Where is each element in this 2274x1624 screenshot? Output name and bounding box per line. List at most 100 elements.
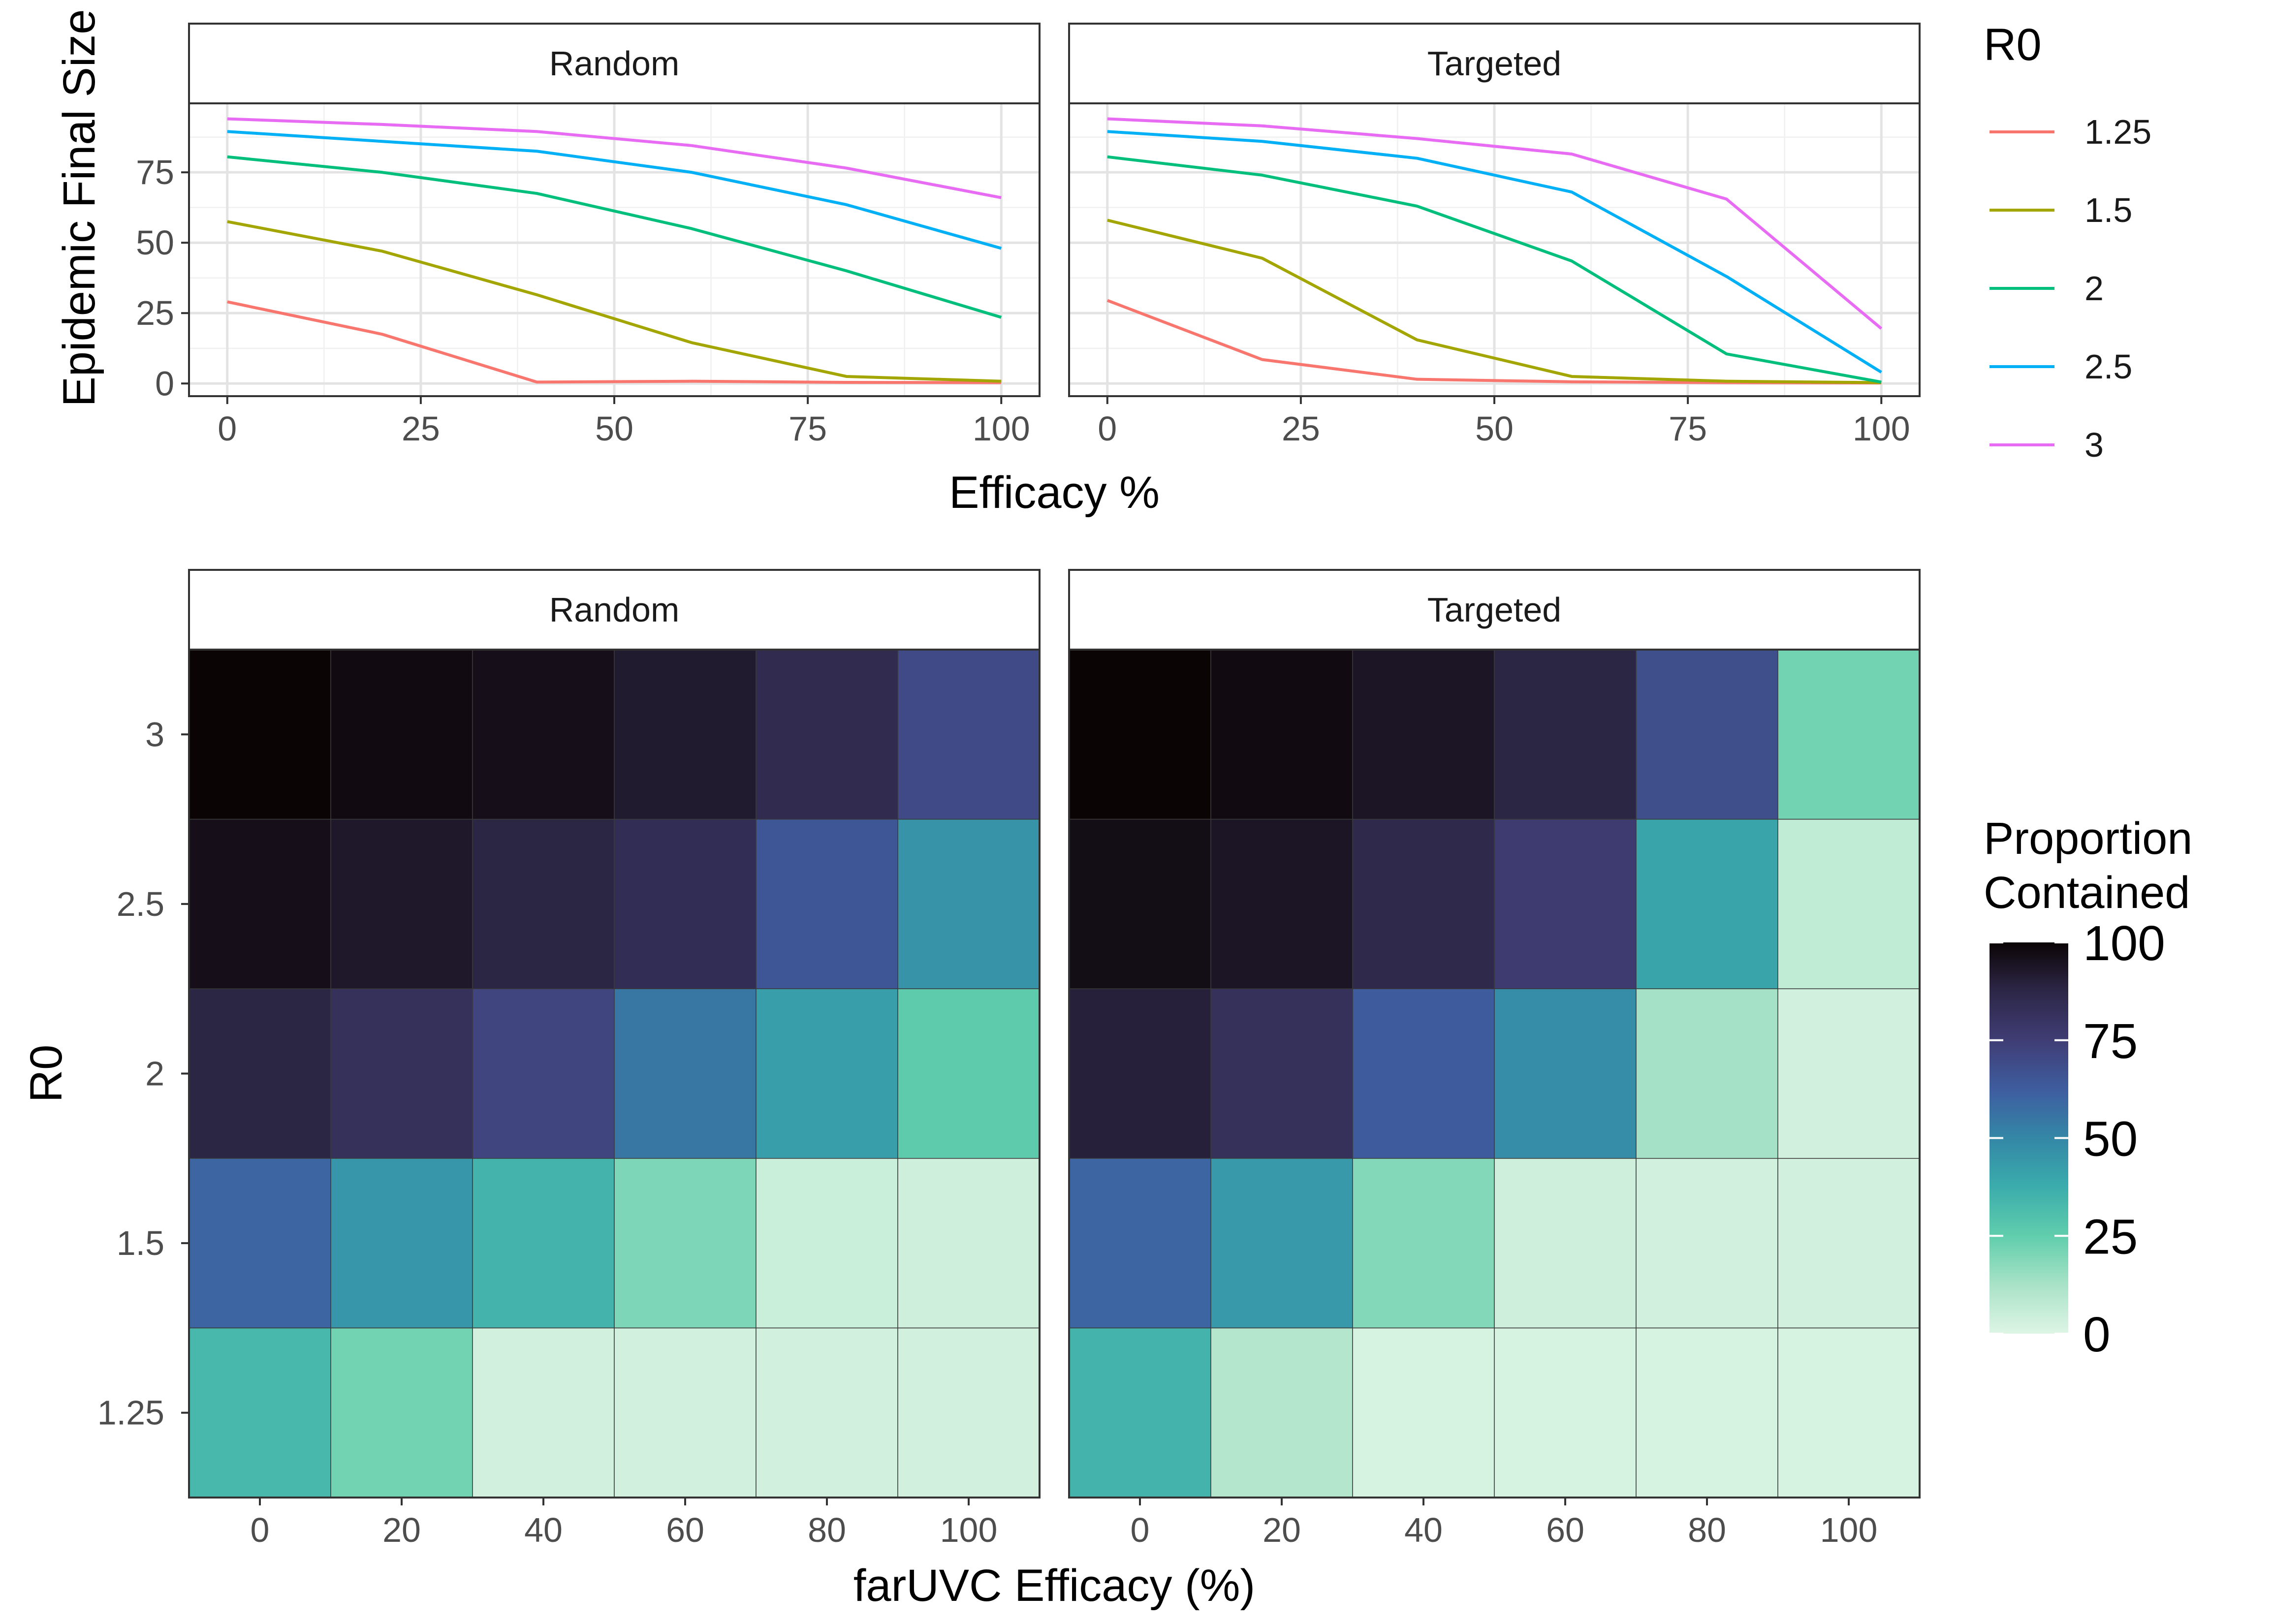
heatmap-cell <box>1636 1327 1778 1498</box>
series-line-r0-2 <box>1107 155 1882 384</box>
heatmap-cell <box>1777 649 1920 820</box>
y-tick-label: 50 <box>136 223 174 262</box>
x-tick-label: 50 <box>595 409 633 448</box>
heatmap-cell <box>614 1327 757 1498</box>
facet-strip <box>188 569 1041 651</box>
heatmap-cell <box>897 1327 1040 1498</box>
heatmap-cell <box>1069 649 1211 820</box>
colorbar-title-line2: Contained <box>1984 868 2190 918</box>
x-tick-label: 75 <box>1669 409 1707 448</box>
heatmap-cell <box>1352 1158 1495 1329</box>
y-axis-title: Epidemic Final Size <box>54 9 104 407</box>
series-line-r0-2.5 <box>1107 130 1882 374</box>
heatmap-cell <box>614 649 757 820</box>
heatmap-cell <box>330 818 473 989</box>
facet-strip <box>188 23 1041 104</box>
y-axis-title: R0 <box>21 1045 71 1103</box>
heatmap-cell <box>189 649 331 820</box>
x-tick-label: 50 <box>1475 409 1514 448</box>
heatmap-cell <box>1777 818 1920 989</box>
y-tick-label: 2 <box>145 1055 164 1093</box>
y-tick-label: 2.5 <box>117 885 164 923</box>
x-tick-label: 20 <box>382 1511 421 1549</box>
legend-label-2: 2 <box>2084 269 2104 308</box>
x-tick-label: 60 <box>666 1511 704 1549</box>
heatmap-cell <box>1210 1327 1353 1498</box>
x-tick-label: 100 <box>973 409 1030 448</box>
heatmap-cell <box>1210 988 1353 1159</box>
y-tick-label: 0 <box>155 364 174 403</box>
colorbar-title-line1: Proportion <box>1984 813 2192 864</box>
heatmap-cell <box>330 988 473 1159</box>
heatmap-cell <box>189 1158 331 1329</box>
heatmap-cell <box>472 988 615 1159</box>
heatmap-cell <box>1494 1327 1637 1498</box>
facet-strip <box>1068 569 1921 651</box>
heatmap-cell <box>1069 1158 1211 1329</box>
series-line-r0-1.25 <box>227 300 1002 384</box>
x-tick-label: 80 <box>808 1511 846 1549</box>
heatmap-cell <box>614 1158 757 1329</box>
line-chart: Random 0 25 50 75 100 0 25 50 75 Targeted 0 25 50 75 10… <box>54 9 1921 518</box>
heatmap-cell <box>897 1158 1040 1329</box>
x-tick-label: 25 <box>1282 409 1320 448</box>
facet-label-random: Random <box>549 591 680 629</box>
heatmap-cell <box>756 1158 898 1329</box>
x-tick-label: 0 <box>251 1511 270 1549</box>
facet-strip <box>1068 23 1921 104</box>
x-tick-label: 100 <box>1853 409 1910 448</box>
heatmap-cell <box>897 988 1040 1159</box>
heatmap-cell <box>1352 988 1495 1159</box>
heatmap-cell <box>472 1327 615 1498</box>
colorbar-tick-label: 75 <box>2083 1014 2138 1069</box>
facet-label-targeted: Targeted <box>1427 44 1561 83</box>
heatmap-cell <box>1636 649 1778 820</box>
y-tick-label: 1.5 <box>117 1224 164 1262</box>
series-line-r0-1.5 <box>227 220 1002 383</box>
heatmap-cell <box>1494 818 1637 989</box>
heatmap-cell <box>897 649 1040 820</box>
x-tick-label: 40 <box>524 1511 563 1549</box>
heatmap-cell <box>1777 1327 1920 1498</box>
x-tick-label: 40 <box>1404 1511 1443 1549</box>
series-line-r0-2 <box>227 155 1002 319</box>
heatmap-cell <box>1777 1158 1920 1329</box>
x-tick-label: 25 <box>402 409 440 448</box>
x-tick-label: 0 <box>218 409 237 448</box>
series-line-r0-2.5 <box>227 130 1002 250</box>
heatmap-cell <box>330 1158 473 1329</box>
heatmap-cell <box>1777 988 1920 1159</box>
facet-label-targeted: Targeted <box>1427 591 1561 629</box>
heatmap-cell <box>756 649 898 820</box>
heatmap-cell <box>1352 649 1495 820</box>
y-tick-label: 3 <box>145 715 164 753</box>
heatmap-cell <box>472 1158 615 1329</box>
colorbar-tick-label: 50 <box>2083 1112 2138 1167</box>
y-tick-label: 25 <box>136 294 174 332</box>
x-tick-label: 20 <box>1263 1511 1301 1549</box>
heatmap-cell <box>1352 1327 1495 1498</box>
heatmap-cell <box>1352 818 1495 989</box>
x-tick-label: 100 <box>940 1511 998 1549</box>
heatmap-cell <box>330 1327 473 1498</box>
x-tick-label: 100 <box>1820 1511 1878 1549</box>
series-line-r0-3 <box>1107 117 1883 330</box>
heatmap-cell <box>1069 818 1211 989</box>
heatmap-cell <box>1636 818 1778 989</box>
x-tick-label: 0 <box>1131 1511 1150 1549</box>
heatmap-cell <box>472 818 615 989</box>
heatmap-cell <box>1494 1158 1637 1329</box>
x-tick-label: 60 <box>1546 1511 1584 1549</box>
series-line-r0-1.5 <box>1107 219 1882 384</box>
y-tick-label: 75 <box>136 153 174 191</box>
x-axis-title: farUVC Efficacy (%) <box>853 1561 1255 1611</box>
heatmap-chart: Random 0 20 40 60 80 100 1.25 1.5 2 2.5 3 Targeted 0 2… <box>21 569 1921 1611</box>
heatmap-cell <box>189 988 331 1159</box>
x-tick-label: 0 <box>1098 409 1117 448</box>
heatmap-cell <box>189 1327 331 1498</box>
heatmap-cell <box>614 988 757 1159</box>
heatmap-cell <box>1210 818 1353 989</box>
heatmap-cell <box>1069 1327 1211 1498</box>
heatmap-cell <box>1636 988 1778 1159</box>
